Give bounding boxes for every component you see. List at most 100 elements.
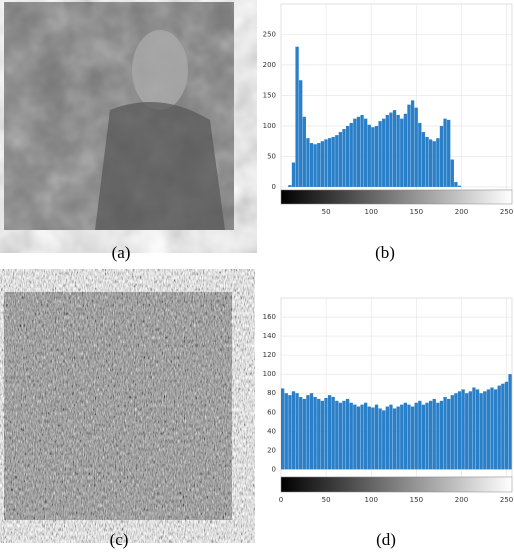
bar — [425, 136, 429, 187]
bar — [356, 116, 361, 187]
x-tick-label: 250 — [500, 208, 513, 216]
bar — [295, 393, 299, 470]
y-tick-label: 40 — [267, 427, 276, 435]
bar — [414, 107, 418, 187]
bar — [389, 404, 393, 470]
bar — [432, 398, 436, 470]
bar — [302, 116, 306, 187]
y-tick-label: 20 — [267, 446, 276, 454]
bar — [327, 138, 332, 187]
bar — [349, 402, 353, 470]
colorbar — [280, 189, 513, 205]
bar — [428, 139, 433, 187]
bar — [421, 132, 426, 187]
x-tick-label: 200 — [455, 208, 468, 216]
bar — [457, 391, 462, 470]
bar — [436, 402, 440, 470]
bar — [281, 388, 285, 470]
bar — [407, 104, 411, 187]
y-tick-label: 200 — [263, 61, 276, 69]
bar — [425, 402, 429, 470]
bar — [342, 129, 346, 187]
bar — [508, 374, 512, 470]
bar — [288, 395, 292, 470]
bar — [306, 395, 310, 470]
bar — [385, 406, 389, 470]
y-tick-label: 60 — [267, 408, 276, 416]
bar — [313, 397, 317, 470]
bar — [364, 118, 368, 187]
y-tick-label: 160 — [263, 313, 276, 321]
bar — [291, 391, 296, 470]
bar — [461, 389, 465, 470]
bar — [382, 410, 386, 470]
bar — [378, 408, 382, 470]
bar — [447, 119, 451, 187]
bar — [403, 113, 408, 187]
y-tick-label: 100 — [263, 370, 276, 378]
bar — [371, 407, 375, 470]
bar — [392, 408, 397, 470]
bar — [418, 400, 422, 470]
bar — [450, 159, 454, 187]
image-a — [4, 2, 234, 230]
caption: (c) — [110, 530, 129, 549]
bar — [317, 398, 321, 470]
bar — [353, 118, 357, 187]
bar — [309, 143, 314, 187]
bar — [291, 162, 296, 187]
bar — [378, 121, 382, 187]
bar — [436, 138, 440, 187]
bar — [465, 393, 469, 470]
y-tick-label: 140 — [263, 332, 276, 340]
bar — [504, 381, 509, 470]
bar — [320, 400, 325, 470]
y-tick-label: 0 — [272, 183, 276, 191]
x-tick-label: 50 — [322, 208, 331, 216]
bar — [364, 402, 368, 470]
bar — [342, 400, 346, 470]
x-tick-label: 250 — [500, 496, 513, 504]
bar — [374, 404, 379, 470]
bar — [324, 397, 328, 470]
bar — [483, 391, 487, 470]
bar — [302, 398, 306, 470]
bar — [324, 139, 328, 187]
caption: (d) — [376, 530, 396, 549]
bar — [306, 138, 310, 187]
bar — [403, 402, 408, 470]
bar — [428, 400, 433, 470]
x-tick-label: 100 — [365, 208, 378, 216]
bar — [309, 393, 314, 470]
x-tick-label: 50 — [322, 496, 331, 504]
bar — [367, 406, 371, 470]
bar — [360, 404, 364, 470]
x-tick-label: 150 — [410, 496, 423, 504]
bar — [497, 385, 501, 470]
bar — [299, 80, 303, 187]
bar — [345, 398, 350, 470]
bar — [407, 404, 411, 470]
bar — [457, 185, 462, 187]
bar — [439, 125, 444, 187]
bar — [475, 389, 480, 470]
y-tick-label: 150 — [263, 91, 276, 99]
bar — [320, 141, 325, 187]
bar — [353, 404, 357, 470]
bar — [338, 402, 343, 470]
bar — [360, 114, 364, 187]
bar — [327, 395, 332, 470]
x-tick-label: 200 — [455, 496, 468, 504]
bar — [349, 122, 353, 187]
bar — [418, 122, 422, 187]
bar — [439, 400, 444, 470]
bar — [468, 391, 472, 470]
bar — [367, 124, 371, 187]
x-tick-label: 100 — [365, 496, 378, 504]
x-tick-label: 0 — [279, 496, 283, 504]
bar — [389, 112, 393, 187]
y-tick-label: 100 — [263, 122, 276, 130]
bar — [454, 182, 458, 187]
bar — [331, 136, 335, 187]
y-tick-label: 0 — [272, 465, 276, 473]
